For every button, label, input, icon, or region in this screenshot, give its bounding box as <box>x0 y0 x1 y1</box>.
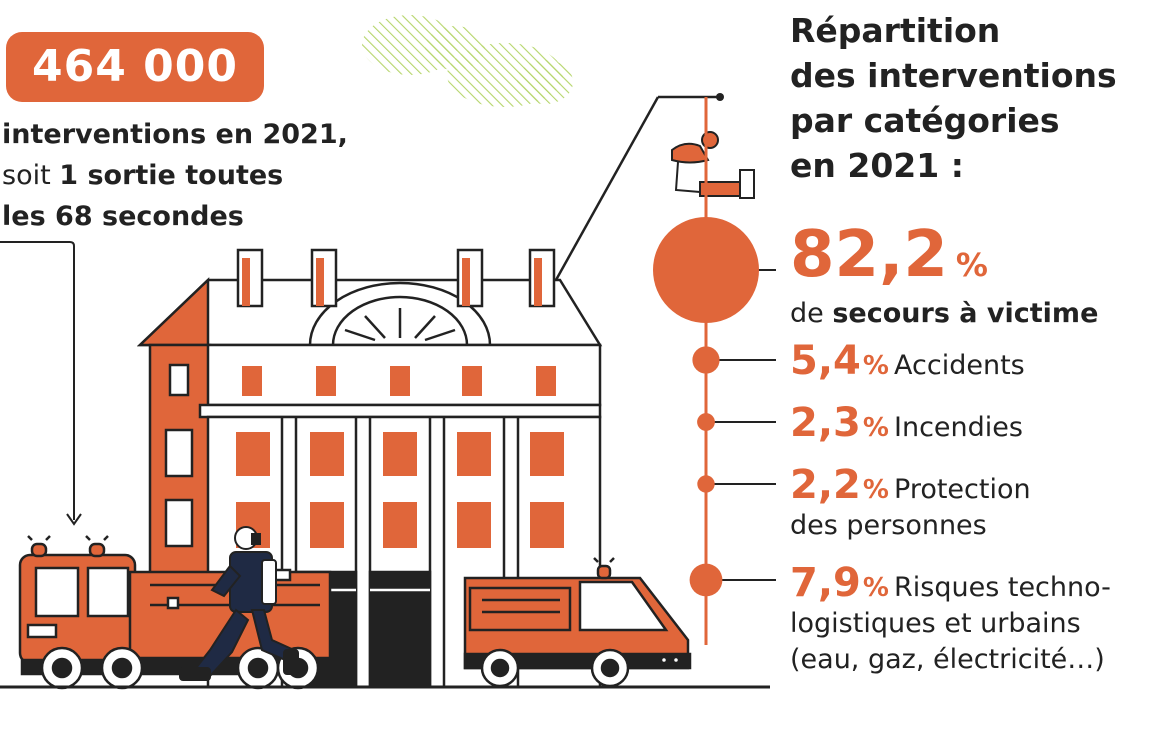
category-label-line2: des personnes <box>790 510 987 541</box>
chart-title-line: Répartition <box>790 11 1001 50</box>
data-label: 82,2 <box>790 218 948 292</box>
bubble-mark <box>653 217 759 323</box>
headline-line1: interventions en 2021, <box>2 119 348 150</box>
percent-unit: % <box>955 246 988 284</box>
bubble-mark <box>692 346 720 374</box>
category-label: Incendies <box>894 412 1023 443</box>
category-secours-victime: 82,2% de secours à victime <box>790 220 1168 329</box>
cloud-icon <box>362 15 573 107</box>
category-label: Protection <box>894 474 1031 505</box>
category-label-prefix: de <box>790 298 833 329</box>
percent-unit: % <box>862 351 889 381</box>
category-label-line2: logistiques et urbains <box>790 608 1081 639</box>
bubble-mark <box>697 413 715 431</box>
headline-line2-bold: 1 sortie toutes <box>59 160 284 191</box>
firefighter-icon <box>179 526 299 681</box>
chart-title-line: en 2021 : <box>790 146 964 185</box>
data-label: 5,4 <box>790 338 861 384</box>
bubble-mark <box>689 563 723 597</box>
category-label: Accidents <box>894 350 1025 381</box>
category-incendies: 2,3% Incendies <box>790 400 1168 446</box>
percent-unit: % <box>862 413 889 443</box>
data-label: 7,9 <box>790 560 861 606</box>
chart-title: Répartition des interventions par catégo… <box>790 8 1165 188</box>
category-risques-technologiques: 7,9% Risques techno- logistiques et urba… <box>790 560 1168 678</box>
category-label-line3: (eau, gaz, électricité…) <box>790 644 1105 675</box>
category-label: Risques techno- <box>894 572 1111 603</box>
bubble-mark <box>697 475 715 493</box>
category-protection-personnes: 2,2% Protection des personnes <box>790 462 1168 544</box>
headline-line3: les 68 secondes <box>2 201 244 232</box>
percent-unit: % <box>862 475 889 505</box>
category-accidents: 5,4% Accidents <box>790 338 1168 384</box>
category-label: secours à victime <box>832 298 1099 329</box>
total-interventions-badge: 464 000 <box>6 32 264 102</box>
percent-unit: % <box>862 573 889 603</box>
ambulance-van-icon <box>463 557 692 688</box>
headline-line2-regular: soit <box>2 160 60 191</box>
rescue-person-icon <box>671 131 755 199</box>
data-label: 2,3 <box>790 400 861 446</box>
chart-title-line: des interventions <box>790 56 1117 95</box>
data-label: 2,2 <box>790 462 861 508</box>
pointer-arrow <box>0 241 75 520</box>
chart-title-line: par catégories <box>790 101 1060 140</box>
headline-text: interventions en 2021, soit 1 sortie tou… <box>2 114 442 237</box>
